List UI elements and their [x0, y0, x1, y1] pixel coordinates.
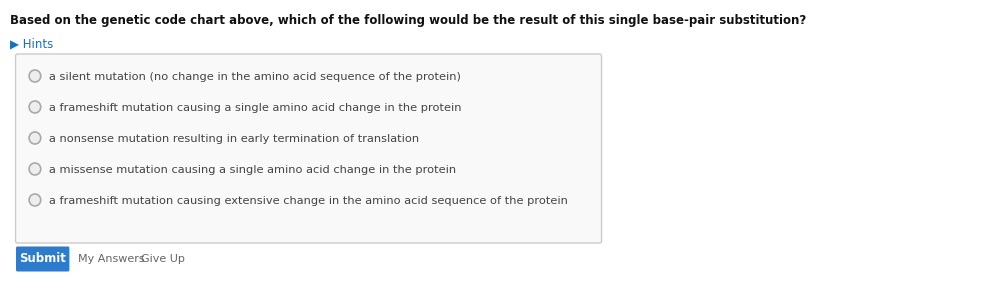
Text: a nonsense mutation resulting in early termination of translation: a nonsense mutation resulting in early t… [49, 134, 419, 144]
Text: a frameshift mutation causing extensive change in the amino acid sequence of the: a frameshift mutation causing extensive … [49, 196, 567, 206]
FancyBboxPatch shape [16, 246, 69, 272]
Text: Based on the genetic code chart above, which of the following would be the resul: Based on the genetic code chart above, w… [10, 14, 806, 27]
Circle shape [29, 70, 41, 82]
FancyBboxPatch shape [16, 54, 601, 243]
Text: Give Up: Give Up [141, 254, 185, 264]
Circle shape [29, 194, 41, 206]
Text: a missense mutation causing a single amino acid change in the protein: a missense mutation causing a single ami… [49, 165, 456, 175]
Text: ▶ Hints: ▶ Hints [10, 38, 53, 51]
Text: Submit: Submit [19, 253, 66, 265]
Circle shape [29, 163, 41, 175]
Text: a silent mutation (no change in the amino acid sequence of the protein): a silent mutation (no change in the amin… [49, 72, 461, 82]
Circle shape [29, 101, 41, 113]
Text: My Answers: My Answers [78, 254, 144, 264]
Circle shape [29, 132, 41, 144]
Text: a frameshift mutation causing a single amino acid change in the protein: a frameshift mutation causing a single a… [49, 103, 461, 113]
